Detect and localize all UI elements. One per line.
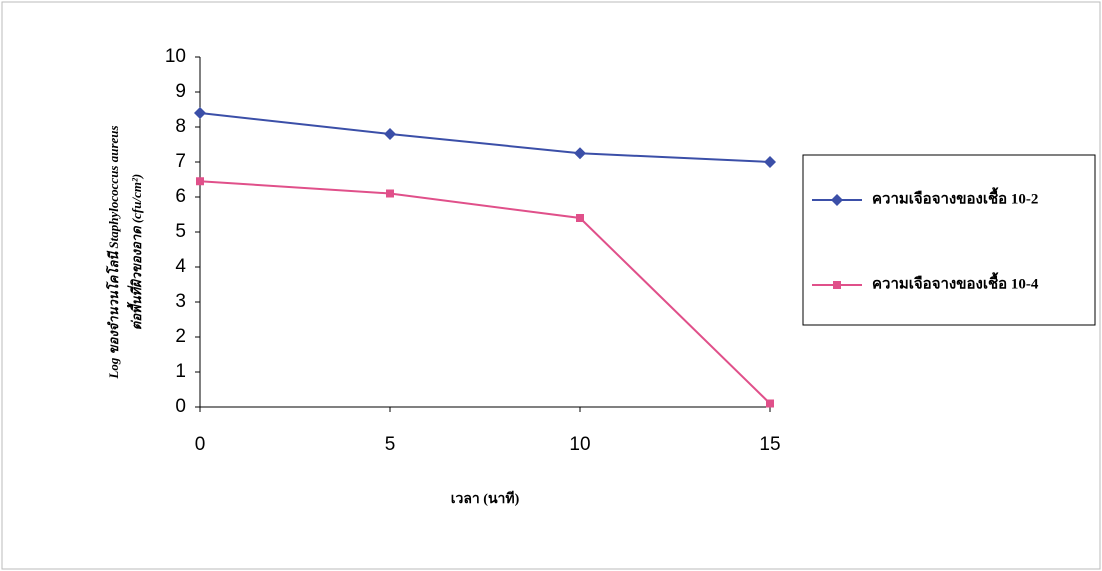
point [386,189,394,198]
point [574,147,586,160]
legend-label: ความเจือจางของเชื้อ 10-2 [872,186,1038,207]
y-tick-label: 8 [175,116,186,137]
x-tick-label: 15 [759,434,780,455]
series-line [199,112,771,163]
x-tick-label: 0 [195,434,206,455]
y-axis-label: Log ของจำนวนโคโลนี Staphylococcus aureus [105,125,121,379]
y-tick-label: 6 [175,186,186,207]
legend-label: ความเจือจางของเชื้อ 10-4 [872,271,1039,292]
legend-box [802,154,1096,326]
y-tick-label: 1 [175,361,186,382]
point [194,107,206,119]
y-tick-label: 10 [165,46,186,67]
point [766,399,774,408]
point [196,177,204,186]
y-tick-label: 7 [175,151,186,172]
y-tick-label: 3 [175,291,186,312]
legend-marker [831,194,843,206]
x-tick-label: 10 [569,434,590,455]
legend-marker [833,281,841,289]
point [764,156,776,168]
x-tick-label: 5 [385,434,396,455]
y-tick-label: 4 [175,256,186,277]
series-line [199,180,771,405]
y-axis-label: ต่อพื้นที่ผิวของอาด (cfu/cm²) [126,174,144,330]
point [576,214,584,222]
x-axis-label: เวลา (นาที) [451,491,520,507]
y-tick-label: 5 [175,221,186,242]
y-tick-label: 2 [175,326,186,347]
y-tick-label: 0 [175,396,186,417]
y-tick-label: 9 [175,81,186,102]
point [384,128,396,140]
